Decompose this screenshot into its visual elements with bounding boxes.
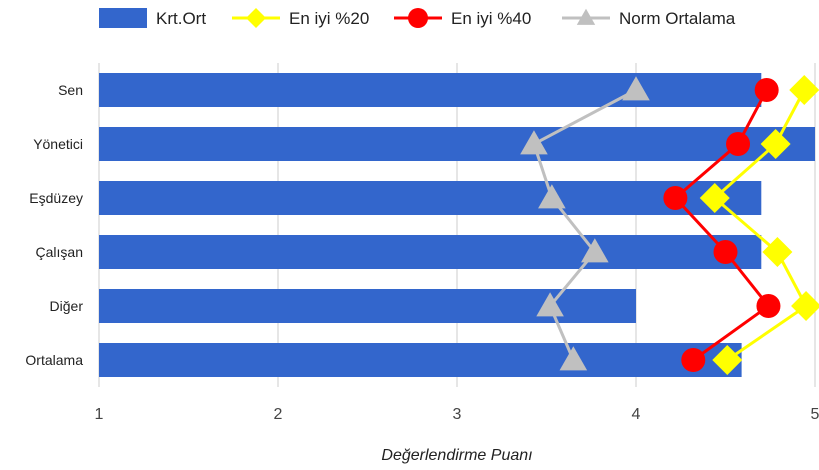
legend-item: En iyi %40	[394, 8, 531, 28]
data-point	[754, 78, 779, 102]
data-point	[681, 348, 706, 372]
data-point	[538, 184, 566, 209]
category-label: Yönetici	[33, 136, 83, 152]
data-point	[789, 75, 819, 105]
category-label: Eşdüzey	[29, 190, 83, 206]
data-point	[791, 291, 819, 321]
x-tick-label: 3	[453, 406, 462, 423]
legend-label: Norm Ortalama	[619, 9, 736, 28]
series-lines	[520, 75, 819, 375]
data-point	[559, 346, 588, 371]
category-label: Diğer	[50, 298, 84, 314]
data-point	[699, 183, 730, 213]
series-circle	[663, 78, 781, 372]
category-labels: Sen Yönetici Eşdüzey Çalışan Diğer Ortalama	[25, 82, 83, 368]
bar	[99, 181, 762, 215]
series-diamond	[699, 75, 819, 375]
legend-item: Krt.Ort	[99, 8, 206, 28]
data-point	[520, 130, 548, 155]
data-point	[663, 186, 688, 210]
data-point	[713, 240, 738, 264]
legend-item: Norm Ortalama	[562, 8, 736, 28]
category-label: Ortalama	[25, 352, 83, 368]
legend-swatch	[99, 8, 147, 28]
data-point	[246, 8, 266, 28]
data-point	[756, 294, 781, 318]
x-tick-label: 2	[274, 406, 283, 423]
legend: Krt.Ort En iyi %20 En iyi %40 Norm Ortalama	[99, 8, 736, 28]
x-tick-label: 5	[811, 406, 819, 423]
data-point	[408, 8, 428, 28]
legend-label: En iyi %40	[451, 9, 531, 28]
data-point	[581, 238, 609, 263]
bars	[99, 73, 815, 377]
data-point	[760, 129, 791, 159]
category-label: Çalışan	[36, 244, 83, 260]
data-point	[536, 292, 564, 317]
data-point	[726, 132, 751, 156]
legend-label: En iyi %20	[289, 9, 369, 28]
x-tick-label: 1	[95, 406, 104, 423]
legend-label: Krt.Ort	[156, 9, 206, 28]
data-point	[712, 345, 743, 375]
gridlines	[98, 63, 816, 387]
x-axis-title: Değerlendirme Puanı	[381, 447, 532, 464]
data-point	[576, 8, 596, 25]
series-triangle	[520, 76, 650, 371]
legend-item: En iyi %20	[232, 8, 369, 28]
bar	[99, 127, 815, 161]
data-point	[762, 237, 793, 267]
x-tick-labels: 1 2 3 4 5	[95, 406, 819, 423]
bar	[99, 73, 762, 107]
bar	[99, 343, 742, 377]
category-label: Sen	[58, 82, 83, 98]
data-point	[622, 76, 650, 101]
x-tick-label: 4	[632, 406, 641, 423]
bar	[99, 235, 762, 269]
